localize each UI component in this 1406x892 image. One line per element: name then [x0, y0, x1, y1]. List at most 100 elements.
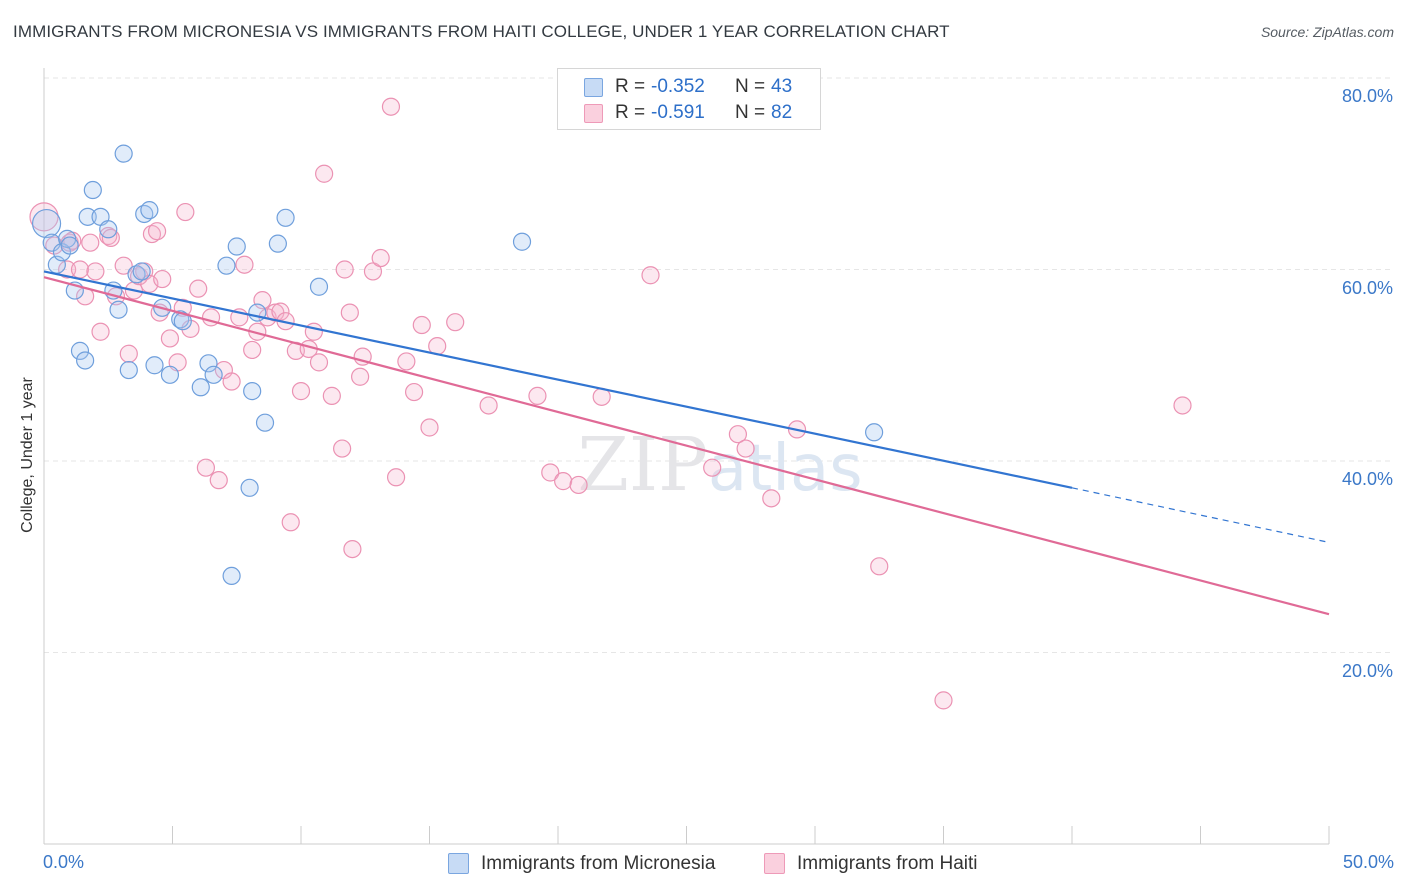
point-haiti — [81, 233, 100, 252]
legend-n-value: 82 — [771, 102, 793, 123]
point-haiti — [119, 344, 138, 363]
y-tick-label: 80.0% — [1341, 86, 1393, 106]
point-haiti — [351, 367, 370, 386]
point-haiti — [315, 164, 334, 183]
point-micronesia — [191, 378, 210, 397]
point-micronesia — [83, 180, 102, 200]
point-micronesia — [114, 144, 133, 163]
axes — [43, 68, 1330, 845]
point-micronesia — [145, 356, 164, 375]
legend-r-value: -0.591 — [651, 102, 705, 123]
point-haiti — [554, 472, 573, 491]
point-haiti — [541, 463, 560, 482]
point-haiti — [404, 382, 424, 402]
point-haiti — [70, 260, 90, 279]
point-haiti — [142, 224, 162, 244]
point-haiti — [736, 439, 755, 458]
point-micronesia — [109, 300, 128, 319]
point-haiti — [420, 418, 439, 437]
point-micronesia — [255, 413, 275, 432]
legend-swatch-micronesia — [448, 853, 469, 874]
point-haiti — [160, 329, 180, 348]
y-axis-label: College, Under 1 year — [19, 377, 36, 533]
point-haiti — [291, 382, 311, 401]
y-tick-label: 40.0% — [1341, 469, 1393, 489]
point-micronesia — [276, 208, 295, 227]
legend-r-label: R = — [615, 76, 646, 97]
point-haiti — [371, 248, 390, 268]
point-micronesia — [217, 256, 236, 275]
point-haiti — [147, 222, 167, 241]
legend-r-label: R = — [615, 102, 646, 123]
point-haiti — [386, 468, 406, 487]
point-micronesia — [240, 478, 259, 497]
point-micronesia — [31, 208, 62, 239]
legend-swatch-haiti — [764, 853, 785, 874]
legend-swatch-haiti — [584, 104, 603, 123]
point-micronesia — [160, 365, 180, 384]
point-micronesia — [243, 382, 262, 401]
stats-legend: R = -0.352 N = 43 R = -0.591 N = 82 — [557, 68, 821, 130]
point-micronesia — [268, 234, 287, 253]
point-haiti — [99, 226, 118, 246]
point-haiti — [189, 279, 208, 298]
point-haiti — [333, 439, 352, 458]
y-tick-label: 60.0% — [1341, 277, 1393, 298]
point-haiti — [870, 557, 889, 576]
point-haiti — [91, 322, 110, 341]
point-haiti — [934, 691, 953, 710]
legend-label-micronesia: Immigrants from Micronesia — [481, 853, 716, 874]
point-haiti — [196, 458, 216, 477]
point-haiti — [209, 471, 228, 490]
point-haiti — [281, 513, 300, 532]
point-micronesia — [76, 351, 95, 370]
point-haiti — [412, 315, 431, 335]
legend-swatch-micronesia — [584, 78, 603, 97]
point-haiti — [728, 425, 748, 444]
point-micronesia — [512, 232, 532, 251]
trendline-micronesia-extension — [1071, 487, 1330, 543]
chart-source: Source: ZipAtlas.com — [1260, 24, 1394, 40]
point-micronesia — [227, 237, 246, 256]
point-haiti — [528, 386, 547, 405]
point-haiti — [641, 266, 660, 285]
point-micronesia — [60, 236, 79, 255]
point-micronesia — [140, 201, 159, 220]
point-micronesia — [309, 277, 329, 296]
point-haiti — [397, 352, 416, 371]
trend-layer — [43, 270, 1330, 616]
legend-r-value: -0.352 — [651, 76, 705, 97]
legend-label-haiti: Immigrants from Haiti — [797, 853, 978, 874]
point-micronesia — [204, 365, 223, 384]
point-haiti — [304, 322, 323, 341]
x-tick-label-min: 0.0% — [43, 852, 85, 872]
point-haiti — [446, 313, 465, 332]
point-haiti — [322, 386, 341, 405]
point-micronesia — [99, 220, 118, 239]
point-micronesia — [70, 341, 90, 360]
legend-n-label: N = — [735, 76, 766, 97]
point-haiti — [86, 262, 105, 281]
legend-n-value: 43 — [771, 76, 793, 97]
point-haiti — [479, 396, 498, 415]
point-micronesia — [127, 265, 146, 284]
point-haiti — [222, 372, 241, 391]
point-haiti — [569, 475, 588, 495]
point-micronesia — [78, 207, 97, 226]
x-tick-label-max: 50.0% — [1342, 852, 1394, 872]
point-haiti — [381, 97, 401, 116]
point-haiti — [1173, 396, 1192, 415]
point-micronesia — [222, 566, 241, 586]
trendline-haiti — [43, 276, 1330, 616]
point-haiti — [58, 260, 77, 279]
point-micronesia — [132, 262, 151, 281]
point-haiti — [235, 255, 254, 274]
legend-n-label: N = — [735, 102, 766, 123]
point-haiti — [309, 353, 329, 372]
point-haiti — [343, 539, 362, 559]
series-layer — [29, 97, 1192, 710]
point-haiti — [335, 260, 354, 279]
y-tick-label: 20.0% — [1341, 660, 1393, 681]
point-haiti — [703, 458, 722, 477]
